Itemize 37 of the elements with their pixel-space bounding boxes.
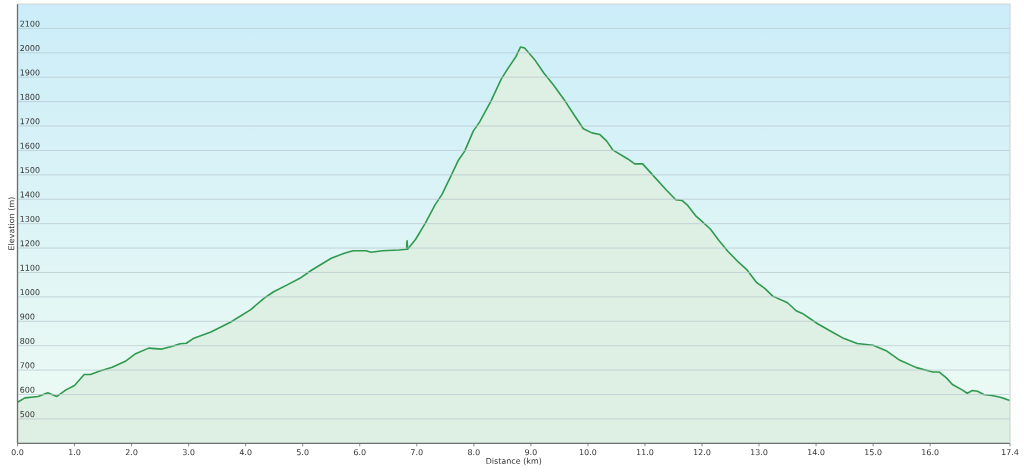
x-tick-label: 4.0: [239, 449, 252, 456]
y-tick-label: 1900: [20, 69, 40, 76]
y-tick-label: 900: [20, 313, 35, 320]
x-tick-label: 15.0: [865, 449, 882, 456]
x-tick-label: 11.0: [636, 449, 654, 456]
y-tick-label: 700: [20, 362, 35, 369]
y-tick-label: 500: [20, 411, 35, 418]
y-tick-label: 1800: [20, 93, 40, 100]
y-tick-label: 1100: [20, 264, 40, 271]
y-tick-label: 2000: [20, 45, 40, 52]
x-tick-label: 9.0: [525, 449, 537, 456]
x-tick-label: 8.0: [468, 449, 480, 456]
x-tick-label: 3.0: [182, 449, 195, 456]
x-axis-title: Distance (km): [486, 457, 542, 465]
y-tick-label: 1600: [20, 142, 40, 149]
x-tick-label: 2.0: [125, 449, 138, 456]
x-tick-label: 17.4: [1001, 449, 1019, 455]
x-tick-label: 13.0: [751, 449, 768, 456]
x-tick-label: 16.0: [922, 449, 939, 456]
y-tick-label: 1300: [20, 215, 40, 222]
y-tick-label: 1500: [20, 167, 40, 174]
y-tick-label: 800: [20, 337, 35, 344]
x-tick-label: 10.0: [579, 449, 597, 456]
x-tick-label: 5.0: [296, 449, 309, 456]
y-tick-label: 1000: [20, 289, 40, 296]
x-tick-label: 1.0: [69, 449, 81, 456]
y-tick-label: 1200: [20, 240, 40, 247]
y-tick-label: 1400: [20, 191, 40, 198]
x-tick-label: 6.0: [353, 449, 366, 456]
y-tick-label: 2100: [20, 20, 40, 27]
y-tick-label: 1700: [20, 118, 40, 125]
y-tick-label: 600: [20, 386, 35, 393]
x-tick-label: 12.0: [693, 449, 711, 456]
x-tick-label: 14.0: [808, 449, 825, 456]
x-tick-label: 0.0: [11, 449, 24, 456]
x-tick-label: 7.0: [411, 449, 423, 456]
y-axis-title: Elevation (m): [8, 197, 16, 250]
